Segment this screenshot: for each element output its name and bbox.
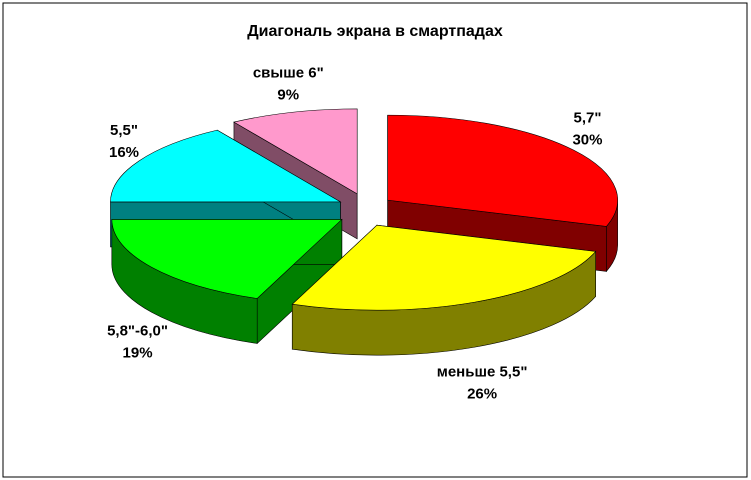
data-label-category: 5,5": [110, 122, 138, 139]
slice: [111, 219, 343, 299]
data-label-value: 30%: [572, 131, 602, 148]
slice: [110, 129, 342, 203]
data-label-category: 5,7": [573, 109, 601, 126]
data-label-value: 26%: [467, 386, 497, 403]
slice: [387, 114, 618, 227]
chart-title: Диагональ экрана в смартпадах: [247, 23, 503, 40]
slice: [291, 224, 597, 311]
data-label-value: 16%: [109, 144, 139, 161]
data-label-category: 5,8"-6,0": [107, 322, 168, 339]
slice: [233, 108, 358, 195]
data-label-category: меньше 5,5": [437, 364, 528, 381]
data-label-value: 19%: [123, 344, 153, 361]
data-label-category: свыше 6": [253, 65, 324, 82]
data-label-value: 9%: [277, 87, 299, 104]
